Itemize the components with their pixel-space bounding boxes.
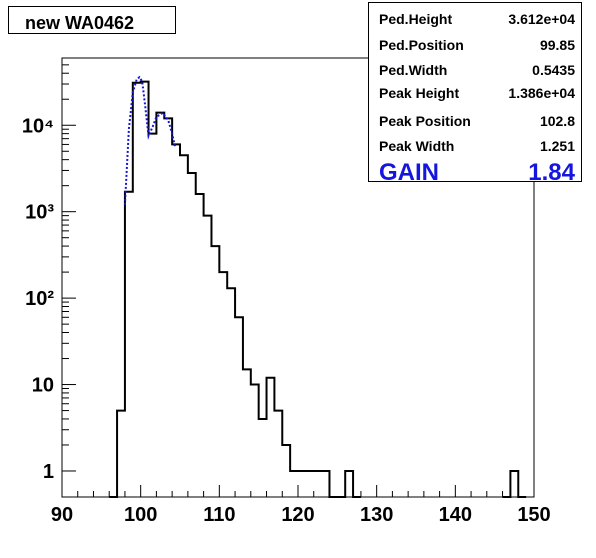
x-axis: 90 100 110 120 130 140 150 xyxy=(51,485,551,526)
title-box: new WA0462 xyxy=(8,6,176,34)
stat-row-ped-position: Ped.Position 99.85 xyxy=(379,37,575,57)
stat-value: 1.386e+04 xyxy=(508,85,575,101)
stat-key: Ped.Width xyxy=(379,62,448,78)
stat-value: 0.5435 xyxy=(532,62,575,78)
x-tick-label: 90 xyxy=(51,504,73,526)
stat-row-peak-height: Peak Height 1.386e+04 xyxy=(379,85,575,105)
stat-row-ped-width: Ped.Width 0.5435 xyxy=(379,62,575,82)
stat-row-peak-width: Peak Width 1.251 xyxy=(379,138,575,158)
stat-value: 1.251 xyxy=(539,138,575,154)
y-tick-label: 10⁴ xyxy=(22,115,54,137)
stat-key: Peak Height xyxy=(379,85,460,101)
gain-row: GAIN 1.84 xyxy=(379,159,575,186)
x-tick-label: 130 xyxy=(360,504,393,526)
stat-row-peak-position: Peak Position 102.8 xyxy=(379,113,575,133)
gain-value: 1.84 xyxy=(528,159,575,186)
stats-box: Ped.Height 3.612e+04 Ped.Position 99.85 … xyxy=(368,2,582,186)
x-tick-label: 140 xyxy=(439,504,472,526)
stat-value: 102.8 xyxy=(539,113,575,129)
stat-value: 99.85 xyxy=(539,37,575,53)
plot-title: new WA0462 xyxy=(25,13,135,33)
fit-curve xyxy=(123,75,177,205)
x-tick-label: 110 xyxy=(203,504,235,526)
histogram-line xyxy=(109,80,527,498)
y-tick-label: 10³ xyxy=(25,202,54,224)
stat-key: Ped.Height xyxy=(379,11,453,27)
y-tick-label: 10² xyxy=(25,288,54,310)
y-axis: 1 10 10² 10³ 10⁴ xyxy=(22,57,76,483)
y-tick-label: 1 xyxy=(43,461,54,483)
stat-key: Ped.Position xyxy=(379,37,464,53)
y-tick-label: 10 xyxy=(32,375,54,397)
x-tick-label: 150 xyxy=(517,504,550,526)
stat-key: Peak Position xyxy=(379,113,471,129)
x-tick-label: 100 xyxy=(124,504,157,526)
gain-label: GAIN xyxy=(379,159,439,186)
stat-key: Peak Width xyxy=(379,138,455,154)
stat-row-ped-height: Ped.Height 3.612e+04 xyxy=(379,11,575,31)
stat-value: 3.612e+04 xyxy=(508,11,575,27)
x-tick-label: 120 xyxy=(281,504,314,526)
